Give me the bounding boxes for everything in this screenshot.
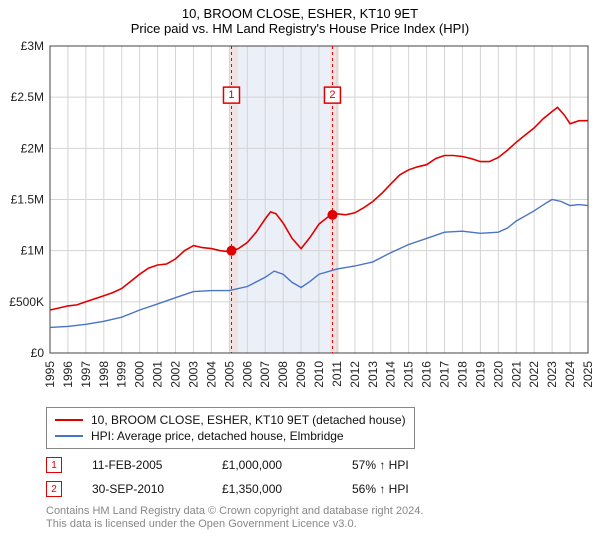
svg-text:2019: 2019 — [473, 361, 487, 388]
svg-text:2010: 2010 — [312, 361, 326, 388]
chart-title-1: 10, BROOM CLOSE, ESHER, KT10 9ET — [0, 0, 600, 21]
legend-swatch-1 — [55, 419, 83, 421]
sale-row: 2 30-SEP-2010 £1,350,000 56% ↑ HPI — [46, 481, 584, 497]
svg-text:2014: 2014 — [384, 361, 398, 388]
svg-text:2020: 2020 — [491, 361, 505, 388]
svg-text:2023: 2023 — [545, 361, 559, 388]
sale-pct: 57% ↑ HPI — [352, 458, 409, 472]
svg-text:2015: 2015 — [402, 361, 416, 388]
svg-text:2022: 2022 — [527, 361, 541, 388]
svg-text:£3M: £3M — [21, 39, 44, 53]
svg-text:2001: 2001 — [151, 361, 165, 388]
chart-title-2: Price paid vs. HM Land Registry's House … — [0, 21, 600, 36]
licence-text: Contains HM Land Registry data © Crown c… — [46, 505, 584, 531]
sale-date: 30-SEP-2010 — [92, 482, 192, 496]
svg-text:£0: £0 — [31, 346, 45, 360]
licence-line-2: This data is licensed under the Open Gov… — [46, 518, 357, 530]
svg-text:£1M: £1M — [21, 244, 44, 258]
svg-text:2012: 2012 — [348, 361, 362, 388]
svg-text:2025: 2025 — [581, 361, 595, 388]
sale-marker: 2 — [46, 481, 62, 497]
svg-text:1995: 1995 — [43, 361, 57, 388]
legend-swatch-2 — [55, 435, 83, 437]
svg-text:2016: 2016 — [420, 361, 434, 388]
legend-box: 10, BROOM CLOSE, ESHER, KT10 9ET (detach… — [46, 407, 415, 449]
svg-text:1997: 1997 — [79, 361, 93, 388]
legend-row-1: 10, BROOM CLOSE, ESHER, KT10 9ET (detach… — [55, 412, 406, 428]
sale-date: 11-FEB-2005 — [92, 458, 192, 472]
svg-text:1998: 1998 — [97, 361, 111, 388]
svg-text:2021: 2021 — [509, 361, 523, 388]
svg-text:£2M: £2M — [21, 141, 44, 155]
svg-text:2017: 2017 — [438, 361, 452, 388]
sale-marker: 1 — [46, 457, 62, 473]
svg-text:2005: 2005 — [222, 361, 236, 388]
svg-text:2006: 2006 — [240, 361, 254, 388]
licence-line-1: Contains HM Land Registry data © Crown c… — [46, 505, 423, 517]
svg-text:2024: 2024 — [563, 361, 577, 388]
under-chart: 10, BROOM CLOSE, ESHER, KT10 9ET (detach… — [0, 401, 600, 531]
sale-price: £1,000,000 — [222, 458, 322, 472]
svg-text:1: 1 — [228, 89, 234, 101]
svg-text:2013: 2013 — [366, 361, 380, 388]
svg-text:2008: 2008 — [276, 361, 290, 388]
svg-text:£2.5M: £2.5M — [11, 90, 44, 104]
svg-text:2002: 2002 — [169, 361, 183, 388]
svg-text:2007: 2007 — [258, 361, 272, 388]
svg-text:2009: 2009 — [294, 361, 308, 388]
legend-text-2: HPI: Average price, detached house, Elmb… — [91, 428, 344, 444]
svg-text:1999: 1999 — [115, 361, 129, 388]
svg-text:2000: 2000 — [133, 361, 147, 388]
sale-price: £1,350,000 — [222, 482, 322, 496]
svg-text:2018: 2018 — [455, 361, 469, 388]
svg-text:£1.5M: £1.5M — [11, 193, 44, 207]
price-chart: £0 £500K £1M £1.5M £2M £2.5M £3M 1995 1996 1997 19… — [0, 36, 600, 401]
legend-row-2: HPI: Average price, detached house, Elmb… — [55, 428, 406, 444]
sale-row: 1 11-FEB-2005 £1,000,000 57% ↑ HPI — [46, 457, 584, 473]
legend-text-1: 10, BROOM CLOSE, ESHER, KT10 9ET (detach… — [91, 412, 406, 428]
svg-text:1996: 1996 — [61, 361, 75, 388]
svg-text:2003: 2003 — [186, 361, 200, 388]
svg-text:£500K: £500K — [9, 295, 44, 309]
svg-text:2011: 2011 — [330, 361, 344, 387]
svg-text:2: 2 — [329, 89, 335, 101]
svg-text:2004: 2004 — [204, 361, 218, 388]
sale-pct: 56% ↑ HPI — [352, 482, 409, 496]
